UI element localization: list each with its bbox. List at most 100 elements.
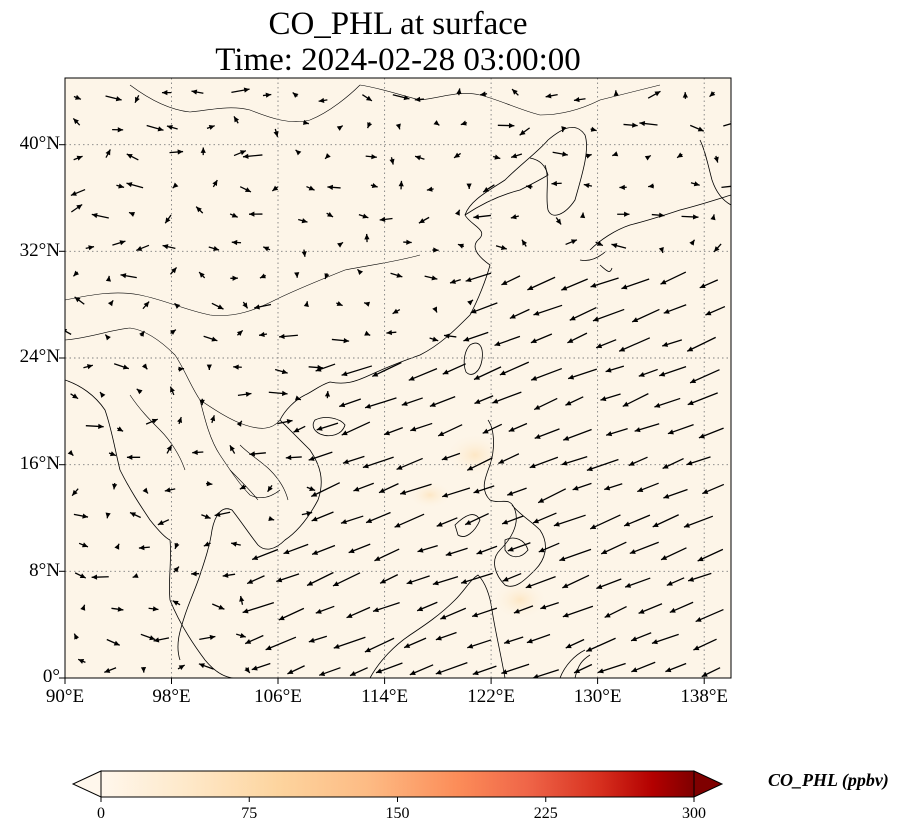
colorbar-tick-label: 0 [97,805,105,822]
wind-arrow-head [88,245,95,251]
wind-arrow-head [697,556,704,562]
wind-arrow-head [82,513,89,519]
wind-arrow-head [454,152,460,158]
wind-arrow-head [122,364,129,370]
wind-arrow-head [525,184,532,190]
wind-arrow-head [389,158,395,165]
wind-vectors [65,87,731,678]
wind-arrow-head [440,614,447,620]
wind-arrow-head [559,556,566,562]
wind-arrow-head [325,153,331,159]
wind-arrow-head [117,127,124,133]
wind-arrow-head [311,516,318,522]
wind-arrow-head [333,643,340,649]
wind-arrow-head [404,643,411,648]
wind-arrow-head [525,583,532,589]
wind-arrow-head [196,206,202,213]
wind-arrow-head [662,463,669,469]
wind-arrow-head [86,364,93,370]
wind-arrow-head [91,212,98,219]
wind-arrow-head [222,572,229,578]
wind-arrow-head [357,269,364,276]
wind-arrow-head [339,402,346,408]
wind-arrow-head [398,180,404,187]
wind-arrow-head [683,522,690,528]
wind-arrow-head [508,122,515,129]
wind-arrow-head [178,665,185,671]
wind-arrow-head [562,583,569,588]
wind-arrow-head [332,581,339,586]
wind-arrow-head [204,513,211,519]
wind-arrow-head [701,671,708,677]
wind-arrow-head [638,608,645,614]
wind-arrow-head [710,214,716,221]
wind-arrow-head [677,152,684,158]
wind-arrow-head [105,334,111,341]
wind-arrow-head [551,180,557,187]
wind-arrow-head [502,519,509,525]
wind-arrow-head [624,521,631,527]
wind-arrow-head [392,308,399,314]
wind-arrow-head [386,329,393,336]
wind-arrow-head [353,486,360,492]
wind-arrow-head [239,595,245,602]
wind-arrow-head [81,542,88,548]
wind-arrow-head [157,126,164,132]
wind-arrow-head [498,458,505,464]
wind-arrow-head [203,541,210,547]
wind-arrow-head [597,668,604,674]
wind-arrow-head [461,579,468,585]
wind-arrow-head [659,371,666,377]
wind-arrow-head [624,211,630,217]
wind-arrow-shaft [592,308,625,322]
wind-arrow-head [107,300,114,307]
wind-arrow-head [161,90,168,96]
wind-arrow-head [214,511,221,517]
wind-arrow-head [170,329,176,335]
wind-arrow-head [654,402,661,408]
wind-arrow-head [104,667,111,673]
lon-label: 114°E [361,686,409,707]
colorbar [71,770,724,802]
wind-arrow-head [206,481,213,487]
wind-arrow-head [606,431,613,437]
wind-arrow-head [115,96,122,102]
wind-arrow-head [191,89,198,95]
lat-label: 40°N [19,133,60,154]
wind-arrow-head [433,247,439,253]
wind-arrow-head [417,606,424,612]
wind-arrow-head [533,310,540,316]
wind-arrow-head [631,667,638,673]
wind-arrow-head [456,88,462,95]
wind-arrow-head [483,186,490,193]
wind-arrow-head [276,577,283,583]
wind-arrow-head [364,647,371,653]
wind-arrow-head [74,296,81,303]
wind-arrow-head [268,515,275,521]
wind-arrow-head [311,491,318,497]
wind-arrow-head [511,153,518,159]
concentration-patch [492,580,548,620]
wind-arrow-head [342,459,349,465]
wind-arrow-head [308,185,315,191]
wind-arrow-head [432,306,437,313]
wind-arrow-head [211,336,218,342]
wind-arrow-head [229,445,235,452]
wind-arrow-head [364,330,371,336]
wind-arrow-head [698,433,705,439]
wind-arrow-head [177,149,184,155]
wind-arrow-head [73,270,80,277]
wind-arrow-head [366,518,373,523]
coastlines [65,84,731,678]
wind-arrow-head [105,275,112,282]
wind-arrow-shaft [399,483,432,495]
colorbar-tick-label: 300 [682,805,706,822]
wind-arrow-head [236,420,242,427]
wind-arrow-head [433,120,440,126]
wind-arrow-shaft [586,458,619,472]
wind-arrow-head [658,246,664,253]
wind-arrow-head [455,209,460,216]
lon-label: 106°E [254,686,302,707]
wind-arrow-head [243,87,250,93]
wind-arrow-head [465,277,472,283]
